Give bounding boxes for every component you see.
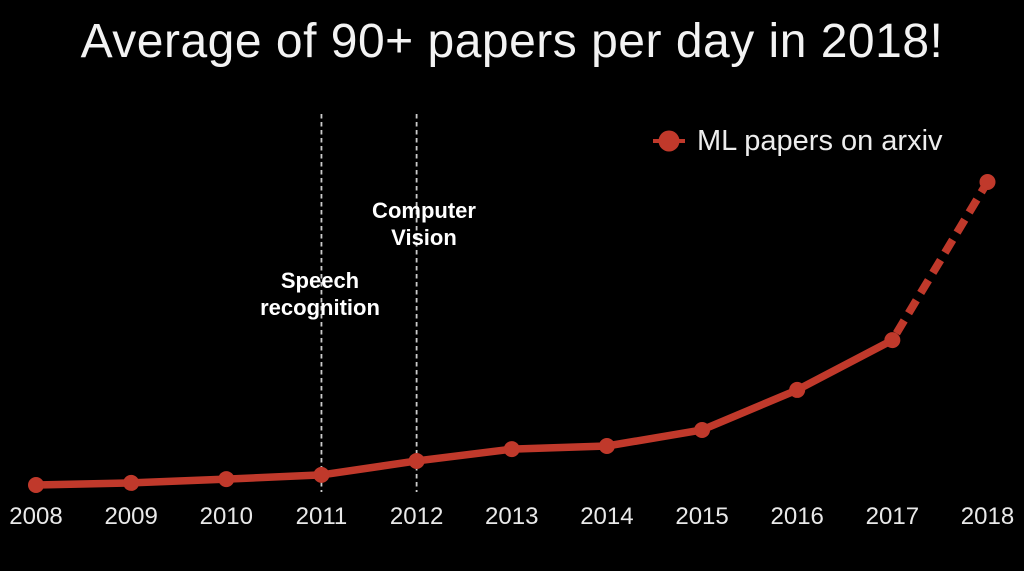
x-tick-2015: 2015	[675, 503, 729, 530]
data-point-2011	[313, 466, 330, 483]
annotation-line: Speech	[280, 268, 360, 293]
x-tick-2018: 2018	[960, 503, 1015, 530]
x-tick-2008: 2008	[9, 503, 63, 530]
data-point-2013	[503, 441, 520, 458]
annotation-line: recognition	[260, 295, 380, 320]
x-tick-2013: 2013	[485, 503, 539, 530]
annotation-computer-vision: Computer Vision	[372, 197, 476, 251]
data-point-2014	[598, 437, 615, 454]
data-point-2009	[123, 474, 140, 491]
x-tick-2011: 2011	[295, 503, 348, 530]
data-point-2018	[979, 174, 996, 190]
x-tick-2014: 2014	[580, 503, 634, 530]
data-point-2012	[408, 452, 425, 469]
data-point-2017	[884, 332, 901, 349]
annotation-speech-recognition: Speech recognition	[260, 267, 380, 321]
legend-dot-icon	[658, 130, 680, 152]
chart-title: Average of 90+ papers per day in 2018!	[80, 15, 944, 68]
data-line-solid	[32, 336, 897, 489]
x-tick-2009: 2009	[104, 503, 158, 530]
legend-label: ML papers on arxiv	[697, 125, 943, 157]
data-line-dashed-projection	[888, 179, 991, 343]
x-tick-2010: 2010	[199, 503, 253, 530]
data-point-2016	[789, 381, 806, 398]
annotation-line: Vision	[391, 225, 457, 250]
x-tick-2016: 2016	[770, 503, 824, 530]
data-point-2015	[694, 421, 711, 438]
x-tick-2012: 2012	[389, 503, 444, 530]
data-point-2010	[218, 471, 235, 488]
x-tick-2017: 2017	[865, 503, 920, 530]
annotation-line: Computer	[372, 198, 476, 223]
data-point-2008	[28, 477, 44, 493]
